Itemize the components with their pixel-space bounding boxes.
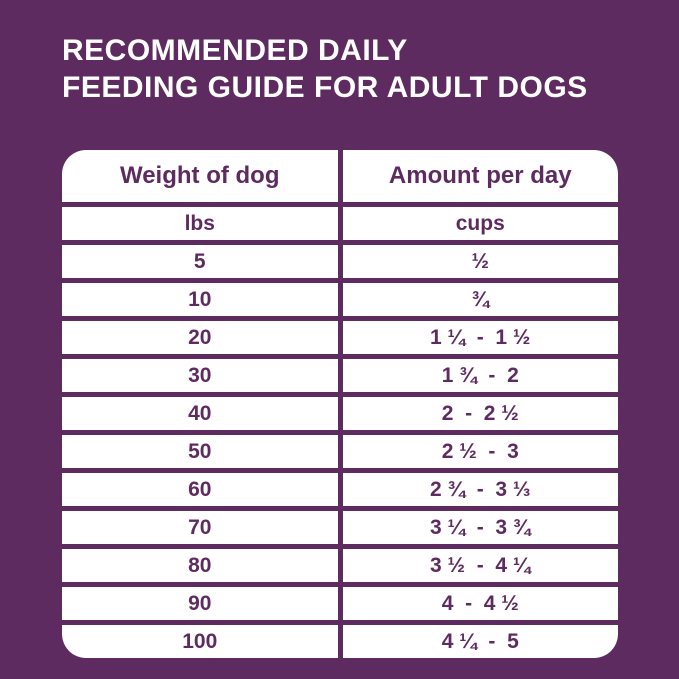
amount-cell: 2 ½ - 3 xyxy=(342,435,618,468)
weight-cell: 50 xyxy=(62,435,338,468)
weight-cell: 10 xyxy=(62,283,338,316)
weight-cell: 80 xyxy=(62,549,338,582)
weight-cell: 90 xyxy=(62,587,338,620)
amount-cell: ¾ xyxy=(342,283,618,316)
amount-cell: ½ xyxy=(342,245,618,278)
weight-cell: 60 xyxy=(62,473,338,506)
weight-cell: 40 xyxy=(62,397,338,430)
amount-cell: 2 - 2 ½ xyxy=(342,397,618,430)
page-title-line2: FEEDING GUIDE FOR ADULT DOGS xyxy=(62,71,588,104)
header-cell-amount: Amount per day xyxy=(342,150,618,202)
header-cell-weight: Weight of dog xyxy=(62,150,338,202)
page-title: RECOMMENDED DAILY FEEDING GUIDE FOR ADUL… xyxy=(62,32,617,106)
amount-cell: 3 ¼ - 3 ¾ xyxy=(342,511,618,544)
weight-cell: 100 xyxy=(62,625,338,658)
feeding-guide-panel: RECOMMENDED DAILY FEEDING GUIDE FOR ADUL… xyxy=(62,32,618,658)
weight-cell: 5 xyxy=(62,245,338,278)
amount-cell: 3 ½ - 4 ¼ xyxy=(342,549,618,582)
weight-cell: 20 xyxy=(62,321,338,354)
amount-cell: 4 ¼ - 5 xyxy=(342,625,618,658)
weight-cell: 30 xyxy=(62,359,338,392)
units-cell-weight: lbs xyxy=(62,207,338,240)
amount-cell: 1 ¾ - 2 xyxy=(342,359,618,392)
weight-cell: 70 xyxy=(62,511,338,544)
units-cell-amount: cups xyxy=(342,207,618,240)
amount-cell: 2 ¾ - 3 ⅓ xyxy=(342,473,618,506)
feeding-guide-table: Weight of dog Amount per day lbs cups 5 … xyxy=(62,150,618,658)
amount-cell: 4 - 4 ½ xyxy=(342,587,618,620)
page-title-line1: RECOMMENDED DAILY xyxy=(62,34,408,67)
amount-cell: 1 ¼ - 1 ½ xyxy=(342,321,618,354)
